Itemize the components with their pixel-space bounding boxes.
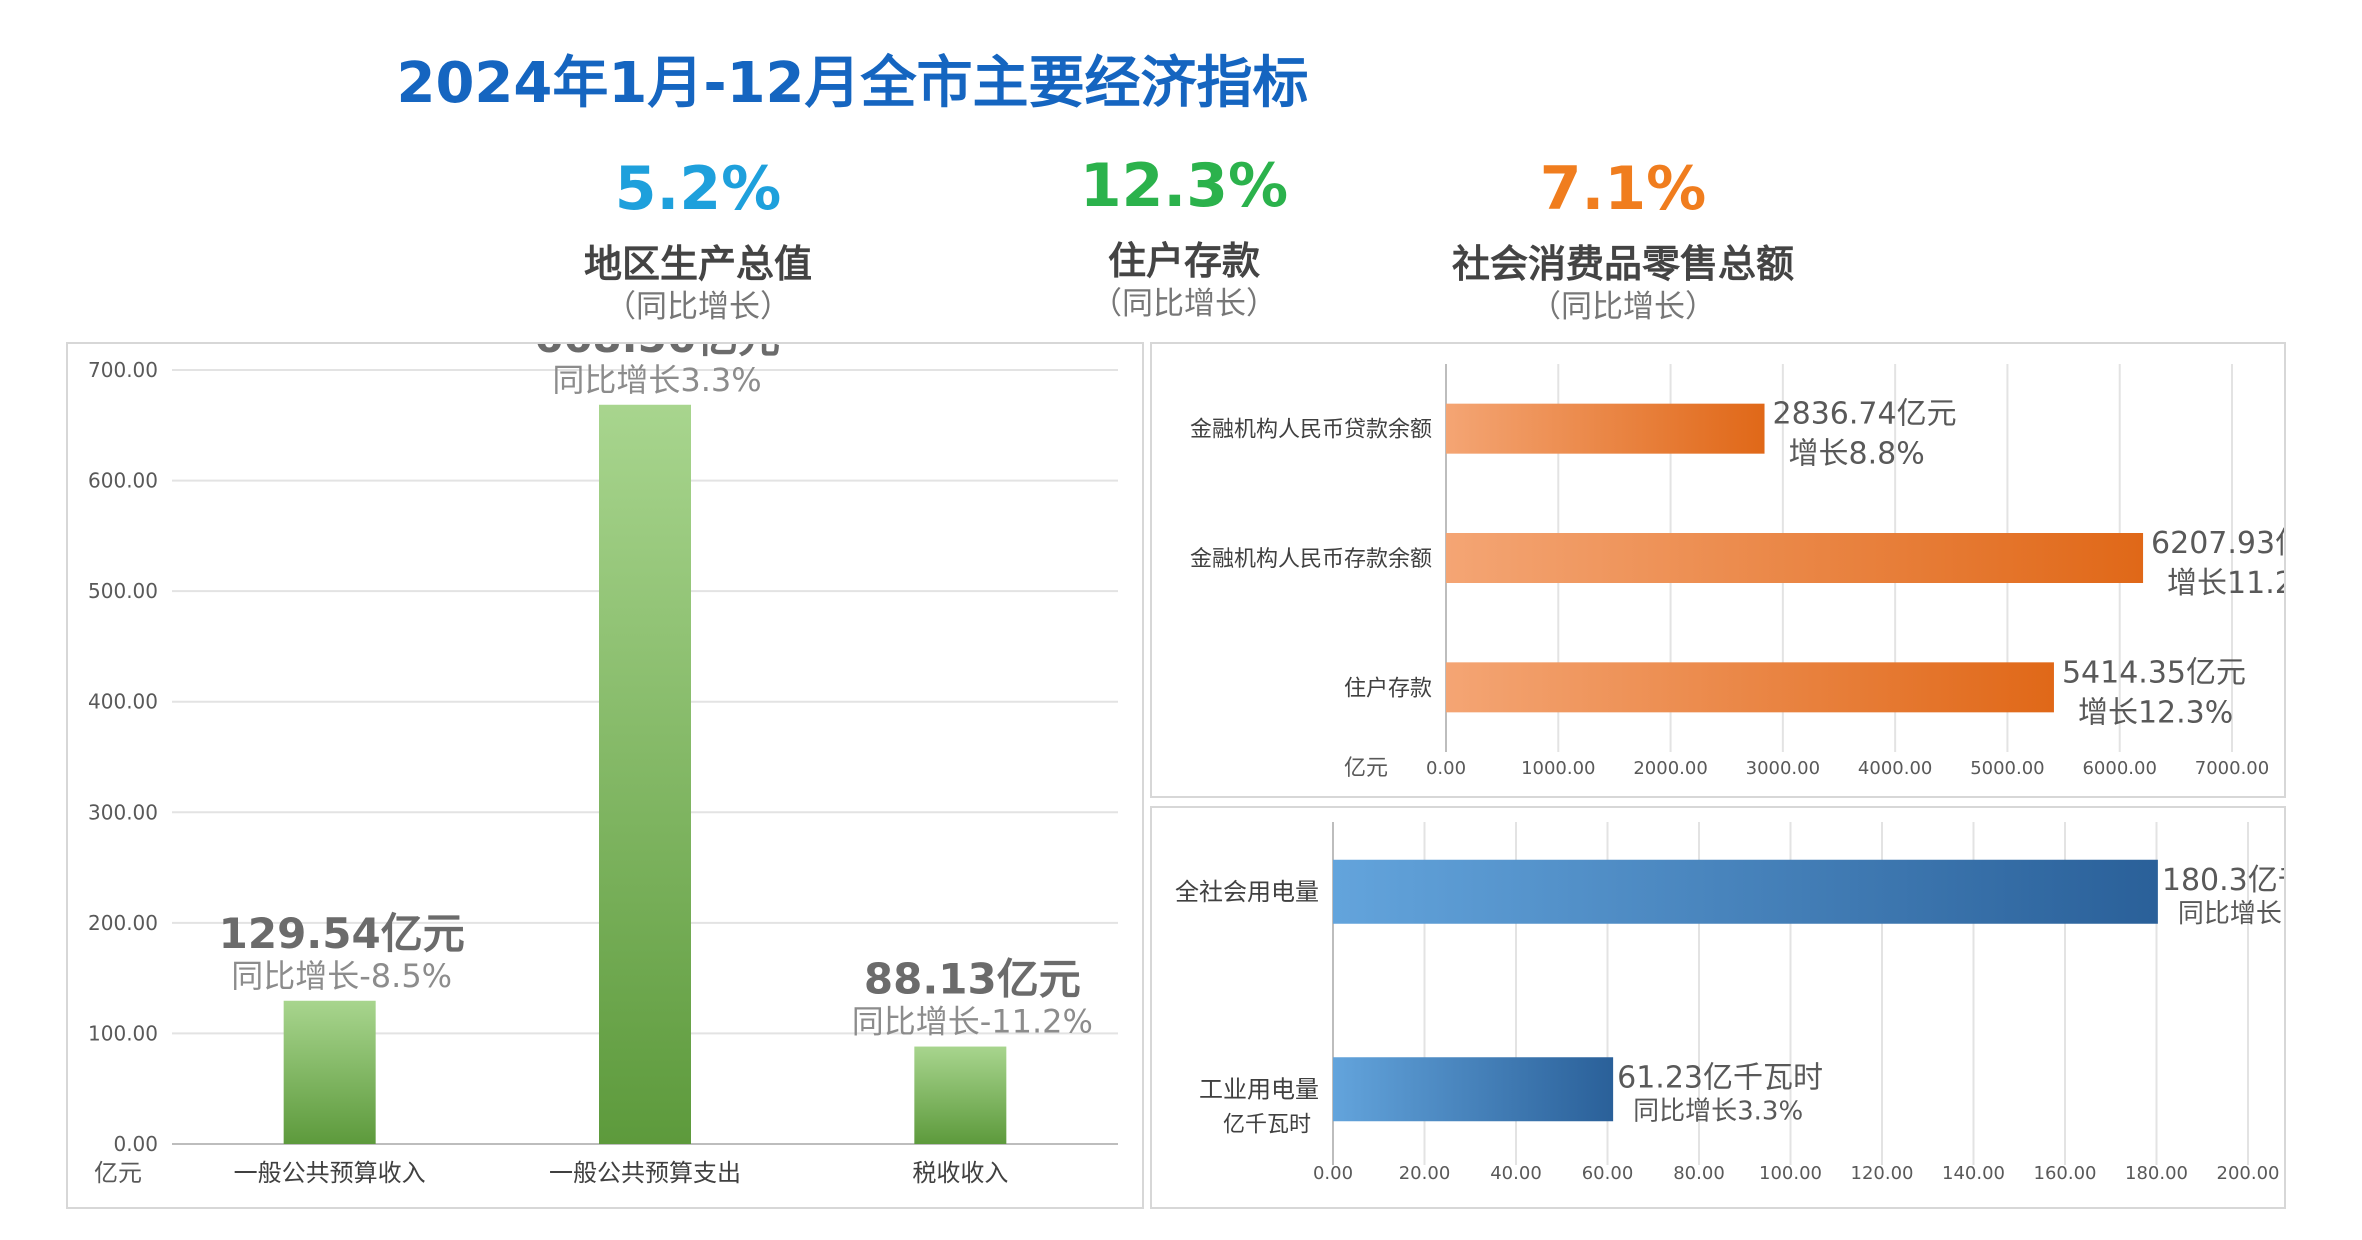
data-label: 129.54亿元 <box>219 909 465 958</box>
data-label: 6207.93亿元 <box>2151 526 2284 561</box>
deposit-bar-chart: 0.00 1000.00 2000.00 3000.00 4000.00 5000.00 6… <box>1190 364 2335 781</box>
x-tick-label: 税收收入 <box>912 1159 1008 1187</box>
data-label: 180.3亿千瓦时 <box>2162 863 2284 898</box>
x-tick-label: 5000.00 <box>1970 758 2044 779</box>
x-unit-label: 亿元 <box>1344 756 1388 781</box>
power-bar-chart: 0.00 20.00 40.00 60.00 80.00 100.00 120.00 140.… <box>1175 822 2362 1184</box>
y-tick-label: 金融机构人民币贷款余额 <box>1190 418 1432 443</box>
x-tick-label: 160.00 <box>2034 1163 2097 1184</box>
growth-label: 增长8.8% <box>1789 437 1925 472</box>
growth-label: 同比增长7.2% <box>2178 899 2284 929</box>
data-label: 668.56亿元 <box>534 344 780 362</box>
bar <box>1333 1057 1614 1122</box>
page-title: 2024年1月-12月全市主要经济指标 <box>396 51 1309 116</box>
bar <box>1333 859 2158 924</box>
x-tick-label: 3000.00 <box>1746 758 1820 779</box>
x-tick-label: 100.00 <box>1759 1163 1822 1184</box>
growth-label: 增长11.2% <box>2167 566 2284 601</box>
kpi-retail-sales-value: 7.1% <box>1539 154 1707 224</box>
bar <box>1446 662 2054 713</box>
power-chart-panel: 0.00 20.00 40.00 60.00 80.00 100.00 120.00 140.… <box>1150 806 2362 1209</box>
growth-label: 同比增长3.3% <box>1633 1096 1803 1126</box>
kpi-retail-sales-sub: （同比增长） <box>1530 289 1716 325</box>
kpi-household-deposit-sub: （同比增长） <box>1091 286 1277 322</box>
x-tick-label: 4000.00 <box>1858 758 1932 779</box>
y-tick-label: 200.00 <box>88 911 158 935</box>
kpi-gdp-value: 5.2% <box>614 154 782 224</box>
kpi-gdp-name: 地区生产总值 <box>583 242 812 286</box>
budget-bar-chart: 0.00 100.00 200.00 300.00 400.00 500.00 600.00… <box>88 313 1118 1187</box>
growth-label: 同比增长3.3% <box>552 361 761 399</box>
x-tick-label: 40.00 <box>1490 1163 1542 1184</box>
x-tick-label: 180.00 <box>2125 1163 2188 1184</box>
x-tick-label: 2000.00 <box>1633 758 1707 779</box>
bar <box>1446 403 1765 454</box>
y-unit-note: 亿千瓦时 <box>1223 1112 1311 1137</box>
kpi-household-deposit-name: 住户存款 <box>1107 239 1260 283</box>
deposit-chart-panel: 0.00 1000.00 2000.00 3000.00 4000.00 5000.00 6… <box>1150 342 2335 798</box>
bar <box>283 1000 376 1144</box>
y-tick-label: 400.00 <box>88 690 158 714</box>
y-tick-label: 100.00 <box>88 1021 158 1045</box>
x-tick-label: 6000.00 <box>2082 758 2156 779</box>
x-tick-label: 0.00 <box>1426 758 1466 779</box>
x-tick-label: 7000.00 <box>2195 758 2269 779</box>
y-tick-label: 700.00 <box>88 358 158 382</box>
x-tick-label: 一般公共预算收入 <box>234 1159 426 1187</box>
growth-label: 同比增长-8.5% <box>231 957 452 995</box>
bar <box>1446 533 2144 583</box>
data-label: 5414.35亿元 <box>2062 655 2246 690</box>
bar <box>914 1046 1007 1144</box>
data-label: 88.13亿元 <box>864 955 1081 1004</box>
x-tick-label: 80.00 <box>1673 1163 1725 1184</box>
kpi-household-deposit-value: 12.3% <box>1079 151 1289 221</box>
y-tick-label: 工业用电量 <box>1199 1075 1319 1103</box>
x-tick-label: 0.00 <box>1313 1163 1353 1184</box>
growth-label: 同比增长-11.2% <box>852 1003 1093 1041</box>
y-tick-label: 金融机构人民币存款余额 <box>1190 547 1432 572</box>
x-tick-label: 1000.00 <box>1521 758 1595 779</box>
y-tick-label: 300.00 <box>88 800 158 824</box>
bar <box>599 404 691 1144</box>
y-unit-label: 亿元 <box>94 1159 142 1187</box>
growth-label: 增长12.3% <box>2078 695 2233 730</box>
y-tick-label: 住户存款 <box>1344 676 1432 701</box>
kpi-household-deposit: 12.3% 住户存款 （同比增长） <box>954 152 1414 324</box>
kpi-retail-sales-name: 社会消费品零售总额 <box>1451 242 1794 286</box>
kpi-gdp-sub: （同比增长） <box>605 289 791 325</box>
y-tick-label: 500.00 <box>88 579 158 603</box>
y-tick-label: 全社会用电量 <box>1175 878 1319 906</box>
x-tick-label: 一般公共预算支出 <box>549 1159 741 1187</box>
kpi-gdp: 5.2% 地区生产总值 （同比增长） <box>468 155 928 327</box>
x-tick-label: 20.00 <box>1399 1163 1451 1184</box>
y-tick-label: 0.00 <box>113 1132 158 1156</box>
kpi-retail-sales: 7.1% 社会消费品零售总额 （同比增长） <box>1393 155 1853 327</box>
x-tick-label: 200.00 <box>2217 1163 2280 1184</box>
x-tick-label: 120.00 <box>1851 1163 1914 1184</box>
x-tick-label: 60.00 <box>1582 1163 1634 1184</box>
data-label: 61.23亿千瓦时 <box>1617 1060 1823 1095</box>
budget-chart-panel: 0.00 100.00 200.00 300.00 400.00 500.00 600.00… <box>66 313 1144 1209</box>
data-label: 2836.74亿元 <box>1773 397 1957 432</box>
y-tick-label: 600.00 <box>88 469 158 493</box>
x-tick-label: 140.00 <box>1942 1163 2005 1184</box>
